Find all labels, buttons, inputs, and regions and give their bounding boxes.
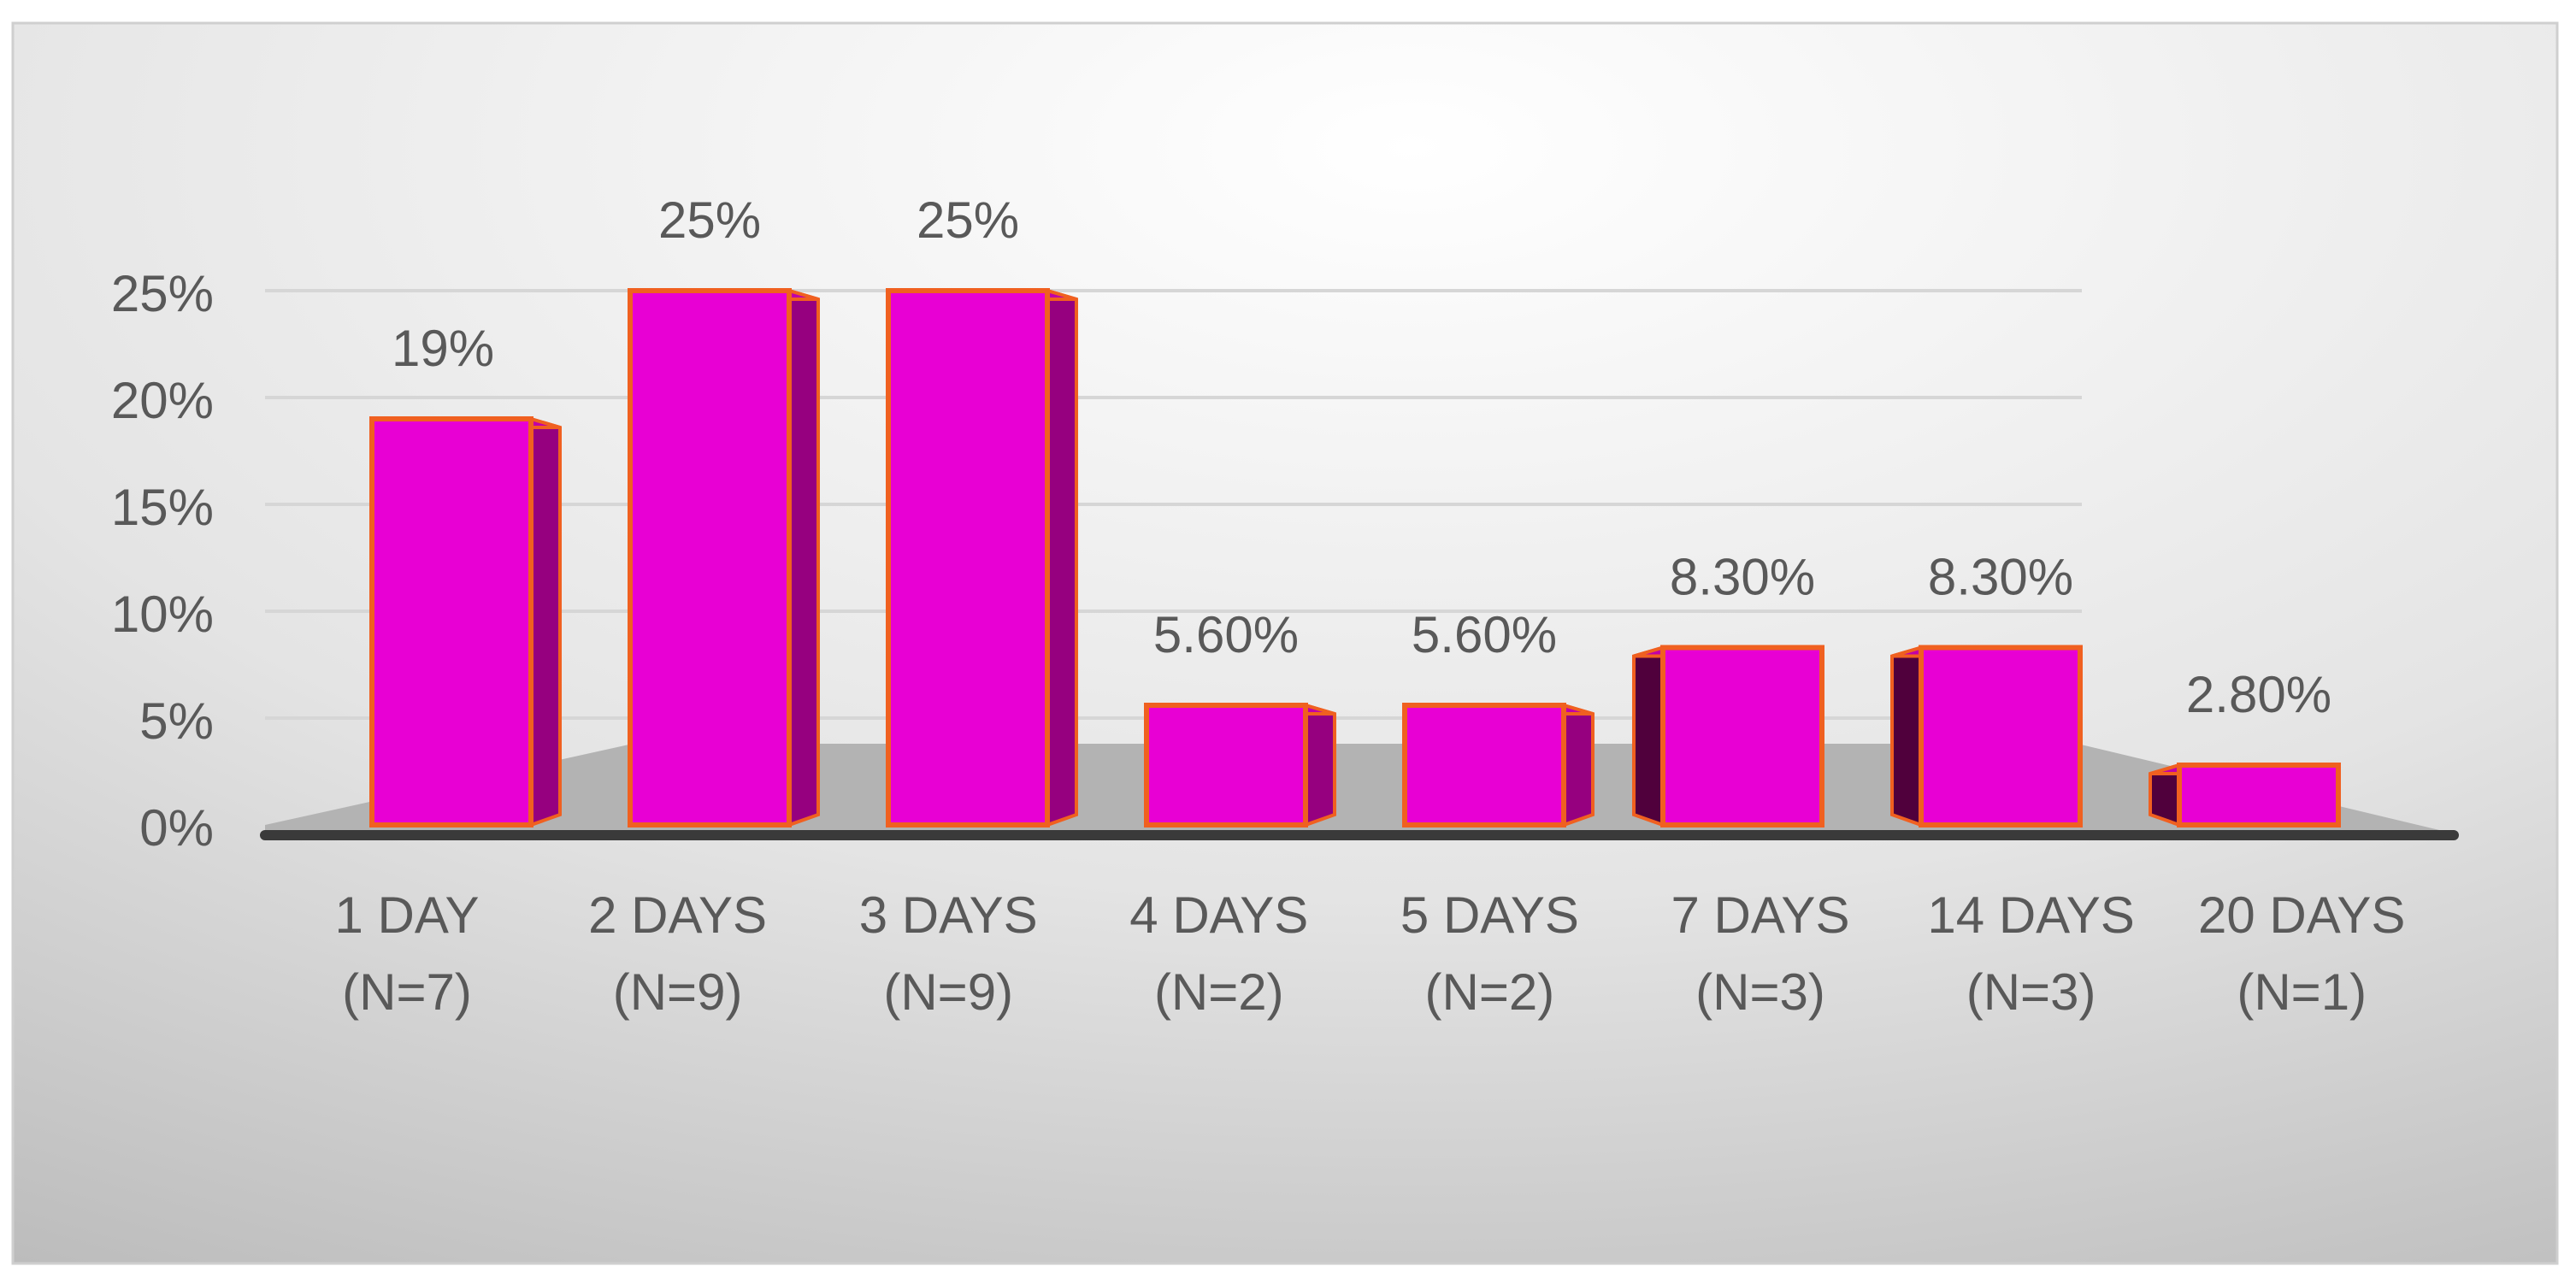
- x-tick-label: 14 DAYS: [1927, 886, 2134, 944]
- x-tick-label: 2 DAYS: [588, 886, 767, 944]
- y-tick-label: 0%: [139, 799, 214, 857]
- value-label: 8.30%: [1928, 548, 2073, 605]
- bar-side: [787, 288, 820, 828]
- bar: [2177, 763, 2341, 828]
- value-label: 25%: [658, 191, 761, 249]
- value-label: 8.30%: [1670, 548, 1815, 605]
- value-label: 5.60%: [1153, 606, 1299, 663]
- floor: [265, 744, 2454, 833]
- value-label: 5.60%: [1412, 606, 1557, 663]
- x-tick-label: 5 DAYS: [1400, 886, 1579, 944]
- y-tick-label: 5%: [139, 692, 214, 750]
- bar-side: [529, 416, 562, 828]
- bar-side: [1632, 645, 1665, 828]
- x-tick-label: (N=7): [342, 963, 472, 1021]
- bar: [1919, 645, 2083, 828]
- x-tick-label: 1 DAY: [335, 886, 480, 944]
- bar-side: [1890, 645, 1923, 828]
- x-tick-label: (N=2): [1425, 963, 1555, 1021]
- x-tick-label: 20 DAYS: [2198, 886, 2405, 944]
- bar: [886, 288, 1050, 828]
- x-tick-label: (N=2): [1154, 963, 1284, 1021]
- y-tick-label: 15%: [111, 479, 214, 536]
- bar: [628, 288, 792, 828]
- x-tick-label: (N=3): [1966, 963, 2096, 1021]
- x-tick-label: (N=9): [613, 963, 743, 1021]
- x-tick-label: (N=9): [883, 963, 1013, 1021]
- bar: [1144, 703, 1308, 828]
- bar: [1402, 703, 1566, 828]
- value-label: 19%: [392, 320, 494, 377]
- bar-side: [1046, 288, 1078, 828]
- x-tick-label: 3 DAYS: [859, 886, 1038, 944]
- x-tick-label: (N=1): [2237, 963, 2367, 1021]
- y-tick-label: 25%: [111, 265, 214, 322]
- x-tick-label: 7 DAYS: [1671, 886, 1850, 944]
- x-tick-label: 4 DAYS: [1129, 886, 1308, 944]
- value-label: 25%: [917, 191, 1019, 249]
- x-tick-label: (N=3): [1695, 963, 1825, 1021]
- bar-side: [1562, 703, 1595, 828]
- bar: [369, 416, 533, 828]
- bar: [1660, 645, 1824, 828]
- y-tick-label: 10%: [111, 586, 214, 643]
- y-tick-label: 20%: [111, 372, 214, 429]
- value-label: 2.80%: [2186, 666, 2331, 723]
- bar-side: [1304, 703, 1336, 828]
